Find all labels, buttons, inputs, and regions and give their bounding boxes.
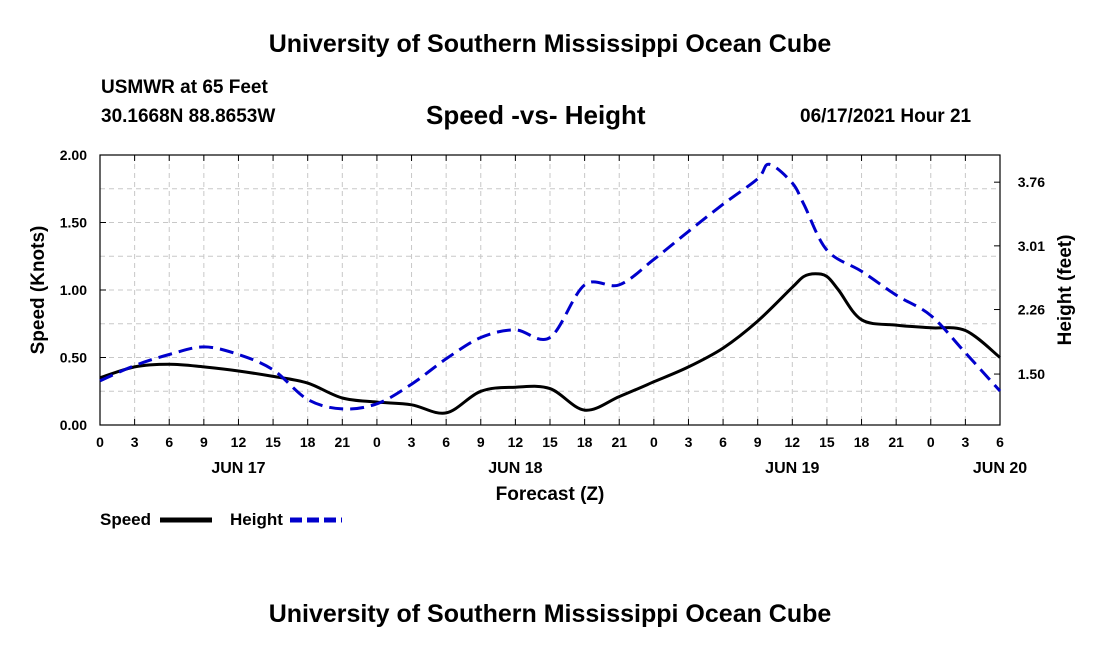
x-tick-label: 6: [442, 434, 450, 450]
y2-tick-label: 2.26: [1018, 302, 1045, 318]
x-tick-label: 21: [611, 434, 627, 450]
page-title: University of Southern Mississippi Ocean…: [268, 30, 832, 58]
x-tick-label: 9: [754, 434, 762, 450]
legend: Speed Height: [100, 510, 342, 529]
series-line-height: [99, 162, 1002, 411]
station-label: USMWR at 65 Feet: [101, 77, 268, 98]
speed-height-chart: 0 3 6 9 12 15 18 21 0 3 6 9 12 15 18 21 0 3 6 9 12 15 18 21 0 3 6 J…: [28, 147, 1076, 529]
x-tick-label: 15: [819, 434, 835, 450]
y-axis-title: Speed (Knots): [28, 226, 49, 355]
x-tick-label: 12: [785, 434, 801, 450]
y2-tick-label: 3.01: [1018, 238, 1045, 254]
y-tick-label: 1.50: [60, 215, 87, 231]
legend-label-speed: Speed: [100, 510, 151, 529]
y-tick-label: 0.50: [60, 350, 87, 366]
x-tick-label: 15: [542, 434, 558, 450]
x-tick-label: 0: [373, 434, 381, 450]
chart-timestamp: 06/17/2021 Hour 21: [800, 106, 972, 127]
x-tick-label: 18: [854, 434, 870, 450]
x-date-label: JUN 18: [488, 460, 542, 477]
axis-labels: 0 3 6 9 12 15 18 21 0 3 6 9 12 15 18 21 0 3 6 9 12 15 18 21 0 3 6 J…: [60, 147, 1045, 477]
y2-tick-label: 1.50: [1018, 366, 1045, 382]
legend-label-height: Height: [230, 510, 283, 529]
x-tick-label: 3: [961, 434, 969, 450]
x-date-label: JUN 17: [211, 460, 265, 477]
station-coordinates: 30.1668N 88.8653W: [101, 106, 276, 127]
y2-tick-label: 3.76: [1018, 174, 1045, 190]
x-tick-label: 6: [719, 434, 727, 450]
grid-lines: [100, 155, 1000, 425]
x-tick-label: 0: [927, 434, 935, 450]
x-axis-title: Forecast (Z): [496, 484, 605, 505]
x-tick-label: 9: [477, 434, 485, 450]
chart-title: Speed -vs- Height: [426, 100, 646, 130]
x-tick-label: 15: [265, 434, 281, 450]
x-tick-label: 6: [996, 434, 1004, 450]
axis-ticks: [99, 154, 1001, 426]
x-tick-label: 21: [888, 434, 904, 450]
x-tick-label: 18: [577, 434, 593, 450]
x-tick-label: 0: [96, 434, 104, 450]
y-tick-label: 0.00: [60, 417, 87, 433]
series-layer: [99, 162, 1002, 415]
x-date-label: JUN 19: [765, 460, 819, 477]
x-tick-label: 18: [300, 434, 316, 450]
footer-title: University of Southern Mississippi Ocean…: [268, 600, 832, 628]
y-tick-label: 2.00: [60, 147, 87, 163]
y-tick-label: 1.00: [60, 282, 87, 298]
series-line-speed: [99, 272, 1001, 415]
x-tick-label: 3: [408, 434, 416, 450]
y2-axis-title: Height (feet): [1055, 235, 1076, 346]
x-date-label: JUN 20: [973, 460, 1027, 477]
x-tick-label: 3: [131, 434, 139, 450]
x-tick-label: 21: [335, 434, 351, 450]
x-tick-label: 0: [650, 434, 658, 450]
x-tick-label: 9: [200, 434, 208, 450]
x-tick-label: 3: [685, 434, 693, 450]
x-tick-label: 12: [508, 434, 524, 450]
x-tick-label: 12: [231, 434, 247, 450]
x-tick-label: 6: [165, 434, 173, 450]
